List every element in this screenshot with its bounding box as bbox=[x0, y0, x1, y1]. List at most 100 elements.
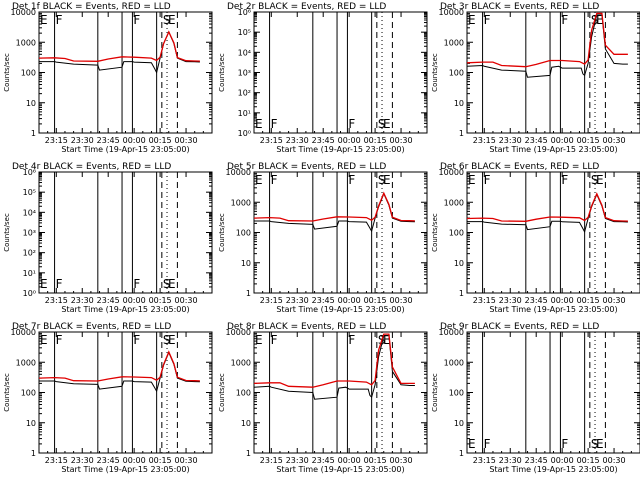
x-tick-label: 23:15 bbox=[45, 296, 68, 305]
x-tick-label: 23:30 bbox=[499, 136, 522, 145]
event-marker-label: E bbox=[596, 13, 604, 27]
event-marker-label: F bbox=[561, 437, 568, 451]
x-tick-label: 00:00 bbox=[551, 296, 574, 305]
series-line-lld bbox=[38, 30, 200, 62]
x-axis-label: Start Time (19-Apr-15 23:05:00) bbox=[489, 305, 617, 314]
x-tick-label: 00:15 bbox=[149, 296, 172, 305]
x-tick-label: 23:45 bbox=[312, 136, 335, 145]
y-axis-label: Counts/sec bbox=[431, 373, 439, 412]
y-axis-label: Counts/sec bbox=[218, 373, 226, 412]
event-marker-label: S bbox=[591, 173, 599, 187]
y-tick-label: 1000 bbox=[231, 198, 251, 207]
x-tick-label: 00:00 bbox=[123, 296, 146, 305]
event-marker-label: F bbox=[484, 173, 491, 187]
x-tick-label: 00:00 bbox=[123, 456, 146, 465]
y-tick-label: 10³ bbox=[238, 69, 251, 78]
x-tick-label: 23:30 bbox=[71, 136, 94, 145]
y-tick-label: 10000 bbox=[439, 8, 464, 17]
panel-title: Det 8r BLACK = Events, RED = LLD bbox=[227, 322, 386, 332]
x-tick-label: 00:00 bbox=[551, 456, 574, 465]
y-tick-label: 10 bbox=[241, 419, 251, 428]
panel-title: Det 6r BLACK = Events, RED = LLD bbox=[440, 162, 599, 172]
y-tick-label: 10² bbox=[23, 249, 36, 258]
x-tick-label: 00:30 bbox=[390, 296, 413, 305]
event-marker-label: E bbox=[255, 117, 263, 131]
x-tick-label: 23:30 bbox=[71, 456, 94, 465]
x-tick-label: 23:45 bbox=[97, 296, 120, 305]
panel-title: Det 5r BLACK = Events, RED = LLD bbox=[227, 162, 386, 172]
event-marker-label: E bbox=[168, 277, 176, 291]
y-tick-label: 10000 bbox=[226, 168, 251, 177]
y-tick-label: 1000 bbox=[16, 358, 36, 367]
y-axis-label: Counts/sec bbox=[3, 53, 11, 92]
x-axis-label: Start Time (19-Apr-15 23:05:00) bbox=[489, 465, 617, 474]
event-marker-label: E bbox=[596, 437, 604, 451]
x-tick-label: 00:30 bbox=[390, 456, 413, 465]
x-tick-label: 00:00 bbox=[551, 136, 574, 145]
event-marker-label: F bbox=[271, 333, 278, 347]
panel-title: Det 9r BLACK = Events, RED = LLD bbox=[440, 322, 599, 332]
y-tick-label: 10000 bbox=[439, 168, 464, 177]
event-marker-label: E bbox=[255, 333, 263, 347]
x-tick-label: 00:15 bbox=[364, 456, 387, 465]
x-tick-label: 00:00 bbox=[123, 136, 146, 145]
x-tick-label: 23:15 bbox=[473, 456, 496, 465]
y-tick-label: 100 bbox=[21, 69, 36, 78]
event-marker-label: E bbox=[383, 173, 391, 187]
y-tick-label: 10³ bbox=[23, 229, 36, 238]
y-axis-label: Counts/sec bbox=[218, 53, 226, 92]
event-marker-label: F bbox=[133, 333, 140, 347]
series-line-lld bbox=[253, 191, 415, 222]
panel-det-5r: Det 5r BLACK = Events, RED = LLD 1 10 100 10… bbox=[218, 162, 428, 314]
y-axis-label: Counts/sec bbox=[218, 213, 226, 252]
x-axis-label: Start Time (19-Apr-15 23:05:00) bbox=[61, 145, 189, 154]
x-tick-label: 23:30 bbox=[286, 136, 309, 145]
x-tick-label: 00:30 bbox=[603, 456, 626, 465]
x-tick-label: 23:30 bbox=[71, 296, 94, 305]
x-tick-label: 00:00 bbox=[338, 456, 361, 465]
x-tick-label: 00:15 bbox=[364, 136, 387, 145]
event-marker-label: S bbox=[163, 13, 171, 27]
y-tick-label: 10⁰ bbox=[23, 289, 36, 298]
x-tick-label: 23:15 bbox=[260, 296, 283, 305]
y-tick-label: 10 bbox=[454, 99, 464, 108]
event-marker-label: S bbox=[378, 117, 386, 131]
y-tick-label: 10000 bbox=[11, 8, 36, 17]
x-tick-label: 00:00 bbox=[338, 136, 361, 145]
x-tick-label: 23:30 bbox=[286, 296, 309, 305]
x-tick-label: 00:15 bbox=[577, 136, 600, 145]
panel-det-9r: Det 9r BLACK = Events, RED = LLD 1 10 100 10… bbox=[431, 322, 640, 474]
y-axis-label: Counts/sec bbox=[3, 213, 11, 252]
x-tick-label: 00:15 bbox=[577, 456, 600, 465]
event-marker-label: E bbox=[468, 13, 476, 27]
x-tick-label: 00:30 bbox=[175, 136, 198, 145]
y-tick-label: 1000 bbox=[444, 358, 464, 367]
y-tick-label: 10⁶ bbox=[23, 168, 36, 177]
x-tick-label: 23:45 bbox=[525, 456, 548, 465]
x-axis-label: Start Time (19-Apr-15 23:05:00) bbox=[276, 465, 404, 474]
panel-title: Det 1f BLACK = Events, RED = LLD bbox=[12, 2, 171, 12]
x-axis-label: Start Time (19-Apr-15 23:05:00) bbox=[276, 145, 404, 154]
x-tick-label: 23:30 bbox=[499, 296, 522, 305]
x-tick-label: 23:15 bbox=[473, 136, 496, 145]
y-tick-label: 1 bbox=[246, 449, 251, 458]
event-marker-label: E bbox=[40, 333, 48, 347]
x-tick-label: 23:45 bbox=[525, 136, 548, 145]
y-tick-label: 1000 bbox=[444, 38, 464, 47]
x-tick-label: 23:45 bbox=[97, 136, 120, 145]
event-marker-label: S bbox=[591, 437, 599, 451]
x-axis-label: Start Time (19-Apr-15 23:05:00) bbox=[61, 465, 189, 474]
event-marker-label: E bbox=[168, 13, 176, 27]
event-marker-label: F bbox=[348, 333, 355, 347]
event-marker-label: S bbox=[378, 173, 386, 187]
x-tick-label: 00:15 bbox=[364, 296, 387, 305]
event-marker-label: S bbox=[163, 333, 171, 347]
panel-det-6r: Det 6r BLACK = Events, RED = LLD 1 10 100 10… bbox=[431, 162, 640, 314]
y-axis-label: Counts/sec bbox=[3, 373, 11, 412]
y-tick-label: 1 bbox=[459, 449, 464, 458]
y-tick-label: 1000 bbox=[444, 198, 464, 207]
x-tick-label: 00:15 bbox=[149, 136, 172, 145]
event-marker-label: S bbox=[163, 277, 171, 291]
x-tick-label: 00:15 bbox=[577, 296, 600, 305]
